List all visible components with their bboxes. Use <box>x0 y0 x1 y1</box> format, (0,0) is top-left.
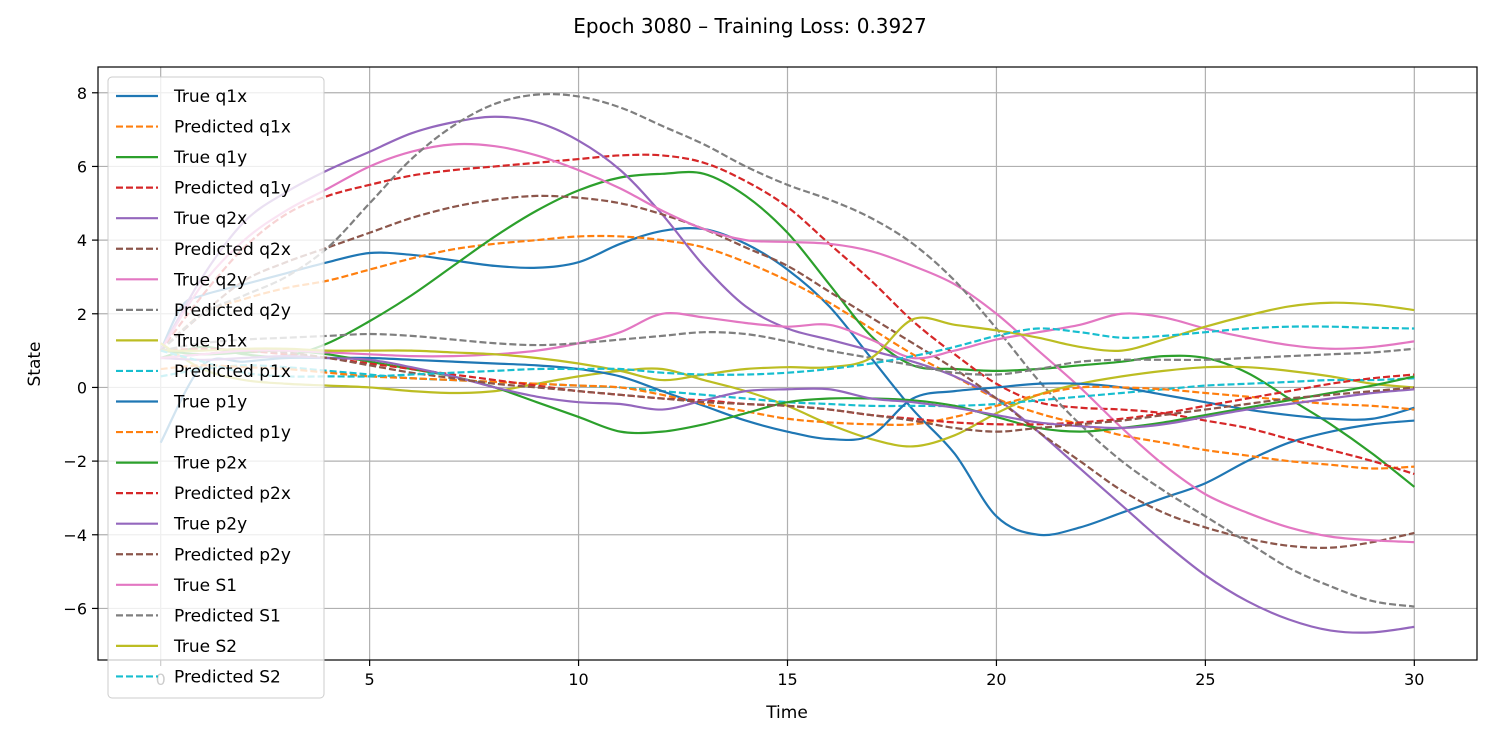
x-tick-label: 20 <box>986 670 1006 689</box>
series-line-13 <box>160 349 1415 435</box>
legend-entry: Predicted q1x <box>174 118 291 138</box>
series-line-11 <box>159 356 1415 444</box>
y-tick-label: −2 <box>63 452 87 471</box>
series-line-15 <box>160 355 1415 430</box>
y-axis-label: State <box>25 342 45 387</box>
legend-entry: True S1 <box>173 576 237 596</box>
x-tick-label: 15 <box>777 670 797 689</box>
x-tick-label: 30 <box>1404 670 1424 689</box>
legend-box <box>107 76 325 699</box>
legend-entry: True q2y <box>173 270 247 290</box>
x-axis-label: Time <box>765 703 808 723</box>
legend-entry: True S2 <box>173 637 237 657</box>
legend-entry: True p1y <box>173 393 247 413</box>
series-line-7 <box>159 142 1415 544</box>
legend-entry: Predicted q2x <box>174 240 291 260</box>
y-tick-label: 4 <box>77 231 87 250</box>
series-layer <box>159 92 1416 634</box>
x-axis-ticks: 051015202530 <box>156 660 1424 689</box>
x-tick-label: 5 <box>365 670 375 689</box>
y-tick-label: −6 <box>63 599 87 618</box>
series-line-20 <box>160 325 1415 378</box>
series-line-16 <box>160 349 1415 433</box>
series-line-19 <box>160 301 1415 382</box>
y-axis-ticks: −6 −4 −2 0 2 4 6 8 <box>63 84 98 618</box>
series-line-18 <box>160 331 1415 376</box>
x-tick-label: 10 <box>568 670 588 689</box>
y-tick-label: 0 <box>77 378 87 397</box>
series-line-12 <box>160 364 1415 426</box>
chart-title: Epoch 3080 – Training Loss: 0.3927 <box>573 14 926 38</box>
series-line-2 <box>159 234 1415 470</box>
y-tick-label: 6 <box>77 157 87 176</box>
legend-entry: True p1x <box>173 331 247 351</box>
legend-entry: True p2x <box>173 454 247 474</box>
legend-entry: Predicted S2 <box>174 667 281 687</box>
legend-entry: Predicted p1y <box>174 423 291 443</box>
legend-entry: True q1x <box>173 87 247 107</box>
x-tick-label: 25 <box>1195 670 1215 689</box>
legend-entry: Predicted q2y <box>174 301 291 321</box>
legend: True q1x Predicted q1x True q1y Predicted q… <box>107 76 325 699</box>
legend-entry: True q2x <box>173 209 247 229</box>
legend-entry: Predicted p1x <box>174 362 291 382</box>
series-line-8 <box>159 92 1415 608</box>
legend-entry: True p2y <box>173 515 247 535</box>
series-line-6 <box>159 194 1415 549</box>
legend-entry: True q1y <box>173 148 247 168</box>
series-line-17 <box>160 312 1415 360</box>
legend-entry: Predicted S1 <box>174 606 281 626</box>
legend-entry: Predicted p2x <box>174 484 291 504</box>
y-tick-label: 2 <box>77 305 87 324</box>
series-line-4 <box>159 153 1415 476</box>
series-line-10 <box>160 364 1415 408</box>
y-tick-label: −4 <box>63 526 87 545</box>
legend-entry: Predicted p2y <box>174 545 291 565</box>
y-tick-label: 8 <box>77 84 87 103</box>
series-line-3 <box>160 170 1416 488</box>
legend-entry: Predicted q1y <box>174 179 291 199</box>
